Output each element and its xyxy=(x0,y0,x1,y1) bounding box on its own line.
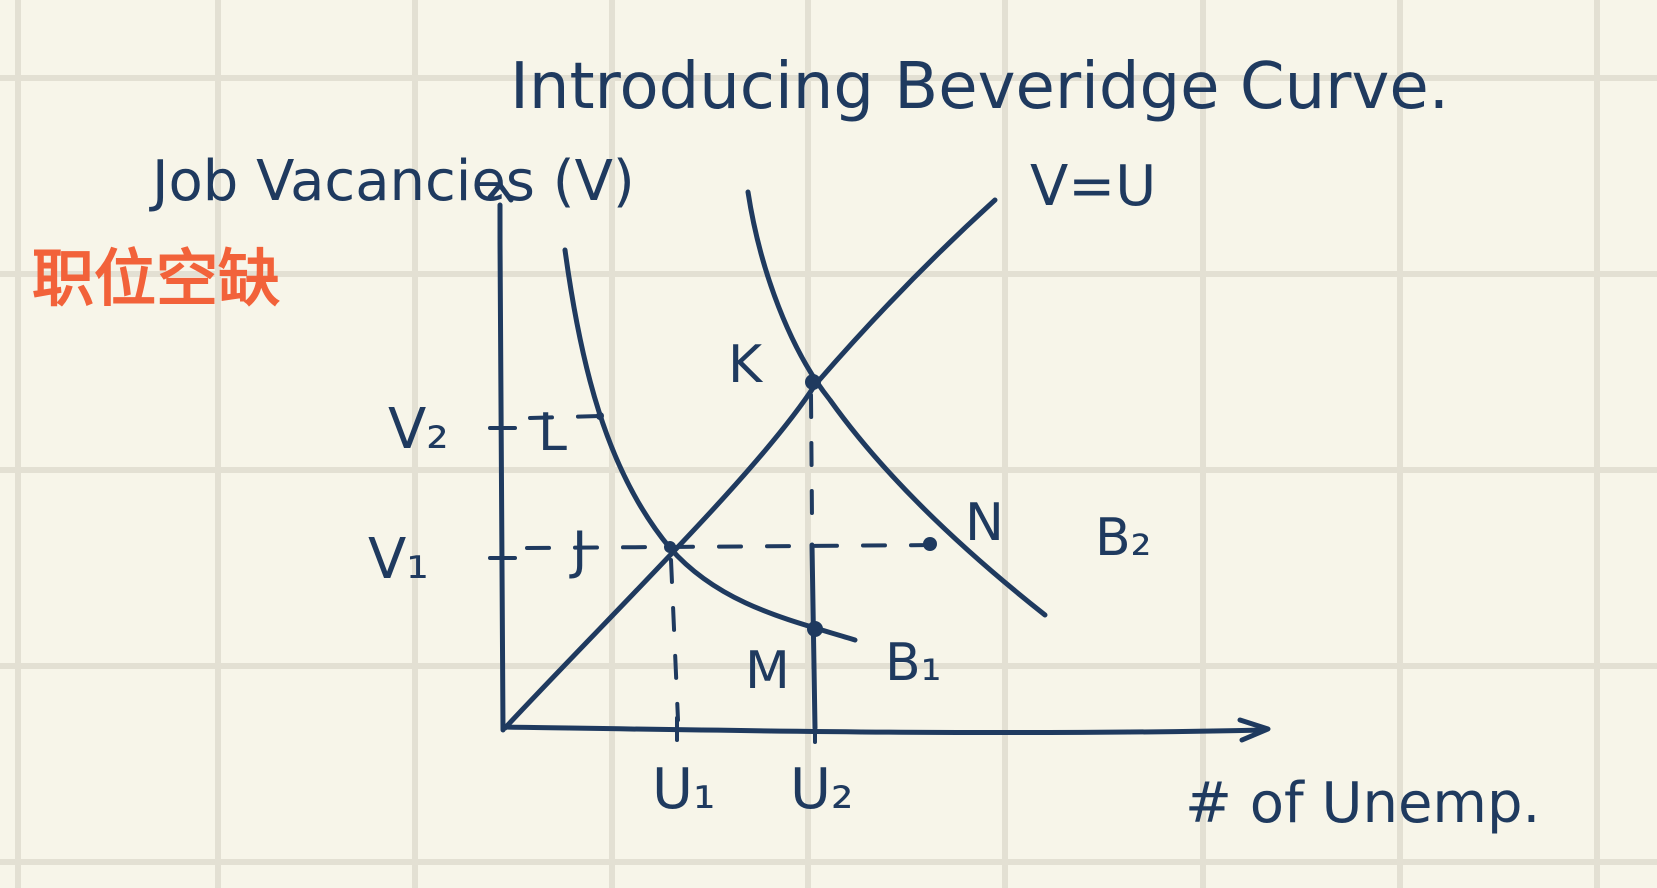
point-j-dot xyxy=(664,541,676,553)
diagram-title: Introducing Beveridge Curve. xyxy=(510,50,1449,124)
beveridge-curve-b1 xyxy=(562,247,858,643)
curve-b2-label: B₂ xyxy=(1095,508,1152,568)
point-n-label: N xyxy=(965,493,1004,553)
point-l-label: L xyxy=(538,403,567,463)
point-k-label: K xyxy=(728,335,764,395)
curve-b1-label: B₁ xyxy=(885,633,942,693)
point-l-dot xyxy=(596,412,604,420)
k-guide-line xyxy=(809,393,814,522)
point-j-label: J xyxy=(569,521,587,581)
v1-guide-line xyxy=(525,543,940,550)
x-axis xyxy=(500,724,1268,736)
x-axis-label: # of Unemp. xyxy=(1185,771,1540,836)
x-axis-arrow xyxy=(1237,717,1271,743)
point-m-dot xyxy=(807,621,823,637)
beveridge-curve-b2 xyxy=(745,189,1048,618)
v-equals-u-line xyxy=(502,197,998,731)
tick-label-v1: V₁ xyxy=(368,527,429,592)
v-equals-u-label: V=U xyxy=(1030,154,1156,219)
y-axis-arrow xyxy=(487,182,514,203)
u1-guide-line xyxy=(669,558,680,722)
point-k-dot xyxy=(805,374,821,390)
v2-guide-line xyxy=(528,414,602,420)
point-m-label: M xyxy=(745,641,790,701)
point-n-dot xyxy=(923,537,937,551)
tick-label-v2: V₂ xyxy=(388,397,449,462)
tick-label-u1: U₁ xyxy=(652,757,715,822)
tick-label-u2: U₂ xyxy=(790,757,853,822)
y-axis xyxy=(497,202,506,733)
y-axis-label-chinese: 职位空缺 xyxy=(32,242,280,315)
y-axis-label: Job Vacancies (V) xyxy=(149,149,635,214)
